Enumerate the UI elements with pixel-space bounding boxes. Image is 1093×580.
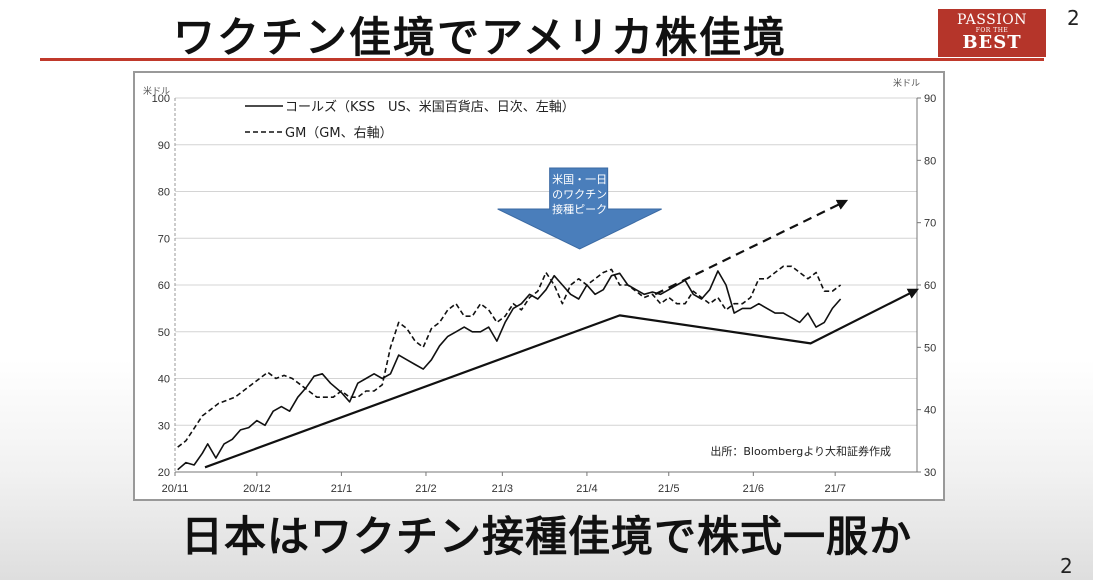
series-line-2 bbox=[177, 265, 842, 448]
logo-line-2: FOR THE bbox=[975, 27, 1009, 34]
source-note: 出所：Bloombergより大和証券作成 bbox=[710, 444, 891, 458]
y-right-unit-label: 米ドル bbox=[893, 77, 920, 88]
logo-line-1: PASSION bbox=[957, 12, 1027, 28]
y-right-tick-label: 30 bbox=[924, 467, 936, 479]
x-tick-label: 20/11 bbox=[162, 483, 189, 495]
y-right-tick-label: 60 bbox=[924, 280, 936, 292]
vaccine-peak-arrow bbox=[497, 167, 662, 250]
y-right-tick-label: 70 bbox=[924, 218, 936, 230]
vaccine-peak-label: 米国・一日 bbox=[552, 173, 607, 186]
y-left-tick-label: 30 bbox=[158, 420, 170, 432]
y-left-unit-label: 米ドル bbox=[143, 85, 170, 96]
x-tick-label: 21/6 bbox=[743, 483, 764, 495]
legend-label-kss: コールズ（KSS US、米国百貨店、日次、左軸） bbox=[285, 99, 575, 115]
x-tick-label: 21/5 bbox=[658, 483, 679, 495]
vaccine-peak-label: のワクチン bbox=[552, 188, 607, 201]
x-tick-label: 21/7 bbox=[824, 483, 845, 495]
series-line-1 bbox=[177, 270, 842, 471]
vaccine-peak-label: 接種ピーク bbox=[552, 202, 607, 216]
y-right-tick-label: 50 bbox=[924, 342, 936, 354]
title-underline bbox=[40, 58, 1044, 61]
page-number-bottom: 2 bbox=[1060, 554, 1073, 578]
y-left-tick-label: 80 bbox=[158, 187, 170, 199]
y-right-tick-label: 90 bbox=[924, 93, 936, 105]
x-tick-label: 21/2 bbox=[415, 483, 436, 495]
trend-arrow-gm bbox=[654, 199, 849, 296]
y-right-tick-label: 80 bbox=[924, 155, 936, 167]
y-left-tick-label: 50 bbox=[158, 327, 170, 339]
y-left-tick-label: 90 bbox=[158, 140, 170, 152]
y-left-tick-label: 60 bbox=[158, 280, 170, 292]
legend-label-gm: GM（GM、右軸） bbox=[285, 126, 393, 141]
y-left-tick-label: 40 bbox=[158, 374, 170, 386]
x-tick-label: 20/12 bbox=[243, 483, 271, 495]
x-tick-label: 21/1 bbox=[331, 483, 352, 495]
chart-panel: 20 30 40 50 60 70 80 90 100 30 40 50 60 70 80 90 米ドル 米ドル 2… bbox=[133, 71, 945, 501]
page-number-top: 2 bbox=[1067, 6, 1080, 30]
y-left-tick-label: 20 bbox=[158, 467, 170, 479]
passion-for-the-best-logo: PASSION FOR THE BEST bbox=[938, 9, 1046, 57]
x-tick-label: 21/3 bbox=[492, 483, 513, 495]
y-right-tick-label: 40 bbox=[924, 405, 936, 417]
logo-line-3: BEST bbox=[962, 32, 1022, 53]
trend-arrow-kss bbox=[204, 288, 919, 469]
chart-svg: 203040506070809010030405060708090米ドル米ドル2… bbox=[143, 77, 936, 495]
slide-subtitle: 日本はワクチン接種佳境で株式一服か bbox=[180, 512, 912, 561]
x-tick-label: 21/4 bbox=[576, 483, 597, 495]
y-left-tick-label: 70 bbox=[158, 233, 170, 245]
y-left-tick-label: 100 bbox=[152, 93, 170, 105]
slide-title: ワクチン佳境でアメリカ株佳境 bbox=[173, 13, 787, 62]
